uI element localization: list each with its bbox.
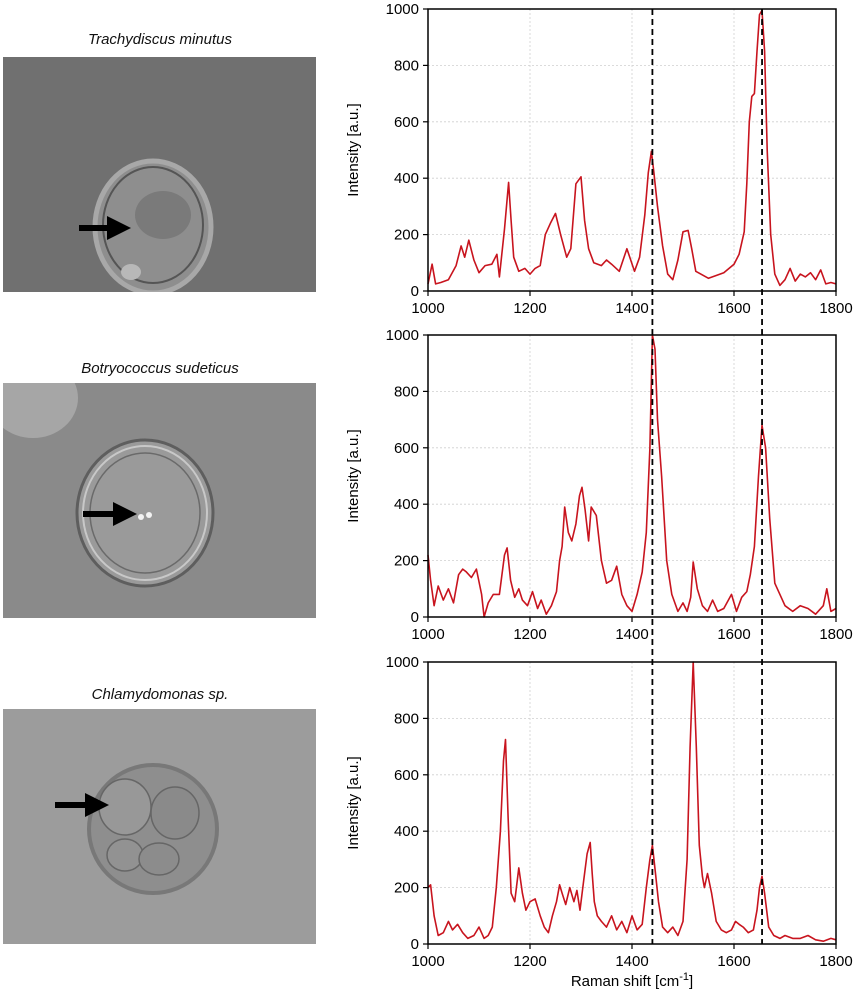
x-tick-label: 1400: [615, 300, 648, 317]
x-tick-label: 1200: [513, 300, 546, 317]
spectrum-line-1: [427, 9, 837, 287]
micrograph-1: [3, 57, 316, 292]
cell-title-2: Botryococcus sudeticus: [81, 360, 239, 377]
y-tick-label: 600: [394, 114, 419, 131]
x-tick-label: 1800: [819, 626, 852, 643]
y-tick-label: 800: [394, 383, 419, 400]
cell-title-3: Chlamydomonas sp.: [91, 686, 229, 703]
arrow-icon: [79, 216, 131, 240]
y-axis-label: Intensity [a.u.]: [345, 103, 362, 196]
x-tick-label: 1200: [513, 953, 546, 970]
y-tick-label: 200: [394, 880, 419, 897]
y-tick-label: 200: [394, 227, 419, 244]
x-tick-label: 1800: [819, 300, 852, 317]
micrograph-3: [3, 709, 316, 944]
arrow-icon: [55, 793, 109, 817]
cell-title-1: Trachydiscus minutus: [88, 31, 232, 48]
y-tick-label: 800: [394, 710, 419, 727]
x-tick-label: 1200: [513, 626, 546, 643]
y-axis-label: Intensity [a.u.]: [345, 756, 362, 849]
x-axis-label: Raman shift [cm-1]: [571, 971, 693, 990]
spectrum-line-3: [427, 661, 837, 943]
micrograph-2: [3, 383, 316, 618]
y-tick-label: 800: [394, 57, 419, 74]
spectrum-line-2: [427, 334, 837, 618]
y-tick-label: 1000: [386, 654, 419, 671]
x-tick-label: 1000: [411, 953, 444, 970]
x-tick-label: 1600: [717, 300, 750, 317]
x-tick-label: 1600: [717, 953, 750, 970]
y-tick-label: 400: [394, 823, 419, 840]
x-tick-label: 1600: [717, 626, 750, 643]
y-tick-label: 600: [394, 767, 419, 784]
y-tick-label: 600: [394, 440, 419, 457]
y-tick-label: 400: [394, 170, 419, 187]
y-tick-label: 1000: [386, 327, 419, 344]
y-tick-label: 0: [411, 609, 419, 626]
y-tick-label: 1000: [386, 1, 419, 18]
x-tick-label: 1000: [411, 300, 444, 317]
y-tick-label: 0: [411, 936, 419, 953]
arrow-icon: [83, 502, 137, 526]
y-tick-label: 200: [394, 553, 419, 570]
y-tick-label: 0: [411, 283, 419, 300]
x-tick-label: 1400: [615, 953, 648, 970]
cell-outline-2: [75, 438, 215, 588]
y-tick-label: 400: [394, 496, 419, 513]
x-tick-label: 1400: [615, 626, 648, 643]
y-axis-label: Intensity [a.u.]: [345, 429, 362, 522]
x-tick-label: 1800: [819, 953, 852, 970]
x-tick-label: 1000: [411, 626, 444, 643]
